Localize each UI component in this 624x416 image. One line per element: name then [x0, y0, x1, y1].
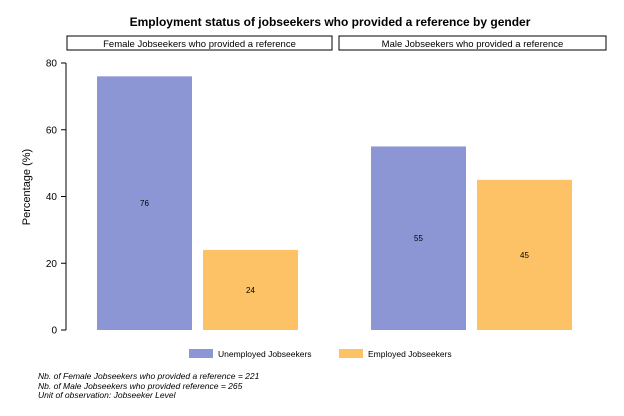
- legend-swatch: [339, 349, 363, 358]
- y-tick-label: 80: [46, 59, 58, 70]
- legend-label: Employed Jobseekers: [368, 349, 452, 359]
- bar-value-label: 24: [246, 286, 255, 295]
- panel-header-box: [66, 35, 333, 51]
- bar-value-label: 55: [414, 234, 423, 243]
- bar: [477, 179, 572, 330]
- plot-area: 0 20 40 60 80 Female Jobseekers who provided …: [46, 35, 607, 359]
- bar-value-label: 76: [140, 199, 149, 208]
- legend-label: Unemployed Jobseekers: [218, 349, 312, 359]
- y-axis-label: Percentage (%): [21, 149, 33, 225]
- y-tick-label: 60: [46, 125, 58, 136]
- footnotes: Nb. of Female Jobseekers who provided a …: [38, 371, 260, 401]
- footnote-male-count: Nb. of Male Jobseekers who provided refe…: [38, 380, 243, 391]
- bar-value-label: 45: [520, 251, 529, 260]
- legend-swatch: [189, 349, 213, 358]
- panel-header-title: Male Jobseekers who provided a reference: [382, 39, 564, 50]
- footnote-unit: Unit of observation: Jobseeker Level: [38, 390, 176, 401]
- y-tick-label: 40: [46, 192, 58, 203]
- panel-header-box: [338, 35, 607, 51]
- y-tick-label: 0: [51, 326, 57, 337]
- panel-header-title: Female Jobseekers who provided a referen…: [103, 39, 296, 50]
- y-tick-label: 20: [46, 259, 58, 270]
- bar: [203, 249, 298, 330]
- footnote-female-count: Nb. of Female Jobseekers who provided a …: [38, 371, 260, 381]
- chart-title: Employment status of jobseekers who prov…: [130, 15, 531, 29]
- bar: [97, 76, 192, 330]
- bar: [371, 146, 466, 330]
